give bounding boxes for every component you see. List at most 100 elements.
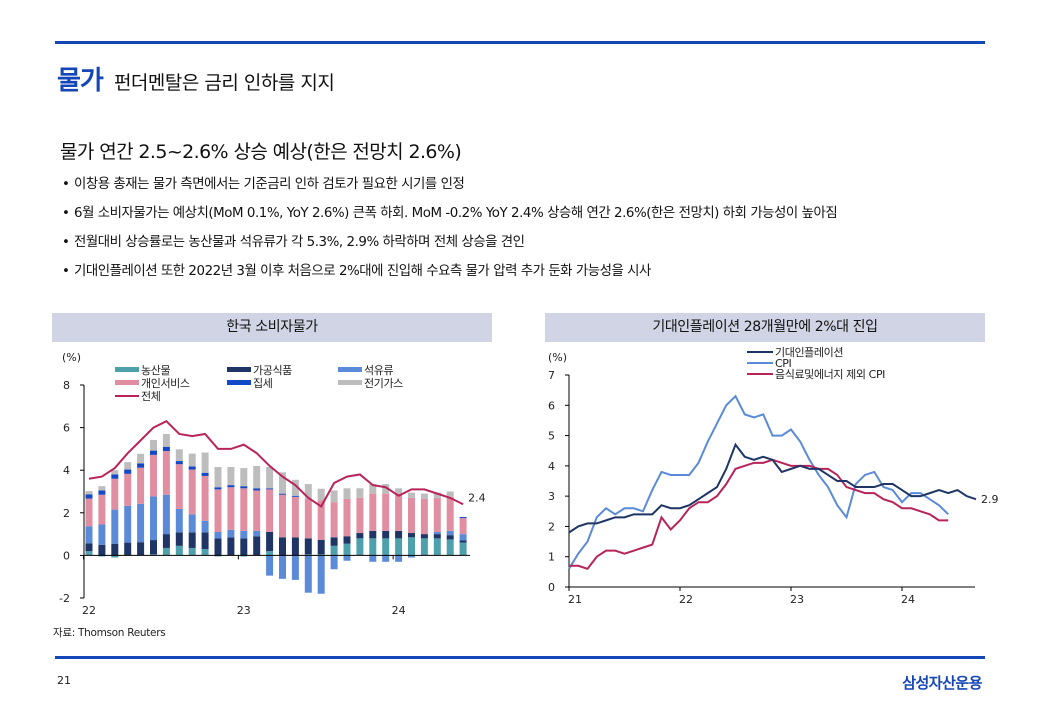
bar-segment <box>162 547 170 556</box>
legend-label: 농산물 <box>141 364 170 377</box>
expected-inflation-annotation: 2.9 <box>981 493 999 506</box>
y-tick-label: 8 <box>63 379 70 392</box>
bar-segment <box>266 555 274 576</box>
bar-segment <box>356 533 364 539</box>
bar-segment <box>188 469 196 515</box>
total-cpi-annotation: 2.4 <box>468 491 486 504</box>
bar-segment <box>433 534 441 539</box>
source-note: 자료: Thomson Reuters <box>53 627 166 639</box>
x-tick-label: 22 <box>82 604 96 617</box>
bottom-rule <box>55 656 985 659</box>
bar-segment <box>162 494 170 535</box>
bar-segment <box>150 439 157 451</box>
page-number: 21 <box>57 674 71 687</box>
bar-segment <box>291 479 299 496</box>
bar-segment <box>253 536 261 556</box>
section-headline: 물가 연간 2.5~2.6% 상승 예상(한은 전망치 2.6%) <box>60 141 462 163</box>
bar-segment <box>369 555 377 562</box>
bar-segment <box>304 484 312 499</box>
bar-segment <box>369 538 377 556</box>
bar-segment <box>137 503 145 543</box>
bar-segment <box>98 544 106 556</box>
legend-label: 전기가스 <box>364 377 403 390</box>
x-tick-label: 22 <box>679 593 693 606</box>
x-tick-label: 24 <box>392 604 406 617</box>
bar-segment <box>201 475 209 521</box>
bar-segment <box>98 555 106 557</box>
y-tick-label: 2 <box>548 520 555 533</box>
bar-segment <box>330 537 338 546</box>
bar-segment <box>227 529 235 538</box>
bar-segment <box>279 537 286 556</box>
bar-segment <box>408 497 415 534</box>
bar-segment <box>85 526 93 544</box>
bar-segment <box>124 542 132 556</box>
bar-segment <box>188 466 196 470</box>
bar-segment <box>150 554 157 556</box>
bar-segment <box>304 555 312 593</box>
left-chart-title: 한국 소비자물가 <box>52 313 492 342</box>
bar-segment <box>279 493 286 495</box>
bar-segment <box>330 490 338 503</box>
bar-segment <box>304 498 312 539</box>
bar-segment <box>188 453 196 467</box>
bullet-text: 전월대비 상승률로는 농산물과 석유류가 각 5.3%, 2.9% 하락하며 전… <box>74 235 525 250</box>
bullet-item: • 기대인플레이션 또한 2022년 3월 이후 처음으로 2%대에 진입해 수요… <box>62 262 837 291</box>
legend-swatch <box>227 380 251 385</box>
bar-segment <box>433 531 441 535</box>
bar-segment <box>175 461 183 465</box>
bar-segment <box>433 492 441 498</box>
bar-segment <box>214 538 222 556</box>
legend-label: 석유류 <box>364 364 393 377</box>
y-tick-label: 0 <box>548 581 555 594</box>
bar-segment <box>317 500 325 540</box>
bar-segment <box>408 537 415 556</box>
bar-segment <box>382 530 390 539</box>
bar-segment <box>382 484 390 494</box>
bar-segment <box>291 537 299 556</box>
bar-segment <box>175 449 183 462</box>
brand-logo: 삼성자산운용 <box>902 674 982 692</box>
bullet-text: 6월 소비자물가는 예상치(MoM 0.1%, YoY 2.6%) 큰폭 하회.… <box>74 206 838 221</box>
bar-segment <box>201 549 209 556</box>
y-tick-label: 5 <box>548 430 555 443</box>
bar-segment <box>124 473 132 506</box>
legend-label: 가공식품 <box>253 364 292 377</box>
bar-segment <box>111 509 119 544</box>
top-rule <box>55 41 985 44</box>
bar-segment <box>240 530 248 539</box>
legend-label: 개인서비스 <box>141 377 190 390</box>
bar-segment <box>369 530 377 539</box>
bar-segment <box>266 467 274 489</box>
bar-segment <box>356 538 364 556</box>
bar-segment <box>188 532 196 548</box>
bar-segment <box>227 537 235 556</box>
legend-swatch <box>115 380 139 385</box>
legend-label: 음식료및에너지 제외 CPI <box>775 368 885 381</box>
bar-segment <box>420 534 428 539</box>
bullet-text: 이창용 총재는 물가 측면에서는 기준금리 인하 검토가 필요한 시기를 인정 <box>74 177 465 192</box>
bar-segment <box>420 498 428 535</box>
bullet-list: • 이창용 총재는 물가 측면에서는 기준금리 인하 검토가 필요한 시기를 인정… <box>62 175 838 291</box>
bar-segment <box>446 539 454 556</box>
bullet-item: • 이창용 총재는 물가 측면에서는 기준금리 인하 검토가 필요한 시기를 인정 <box>62 175 837 204</box>
bar-segment <box>98 490 106 495</box>
x-tick-label: 24 <box>901 593 915 606</box>
bullet-marker: • <box>62 206 70 221</box>
bar-segment <box>162 451 170 495</box>
bar-segment <box>446 535 454 540</box>
legend-label: 집세 <box>253 377 272 390</box>
y-axis-unit: (%) <box>548 351 567 364</box>
bar-segment <box>85 551 93 556</box>
bar-segment <box>343 555 351 561</box>
bar-segment <box>175 464 183 509</box>
bar-segment <box>356 497 364 534</box>
bar-segment <box>446 530 454 536</box>
y-tick-label: 2 <box>63 507 70 520</box>
bar-segment <box>382 555 390 562</box>
bar-segment <box>459 540 467 543</box>
bar-segment <box>137 453 145 464</box>
bar-segment <box>175 545 183 556</box>
